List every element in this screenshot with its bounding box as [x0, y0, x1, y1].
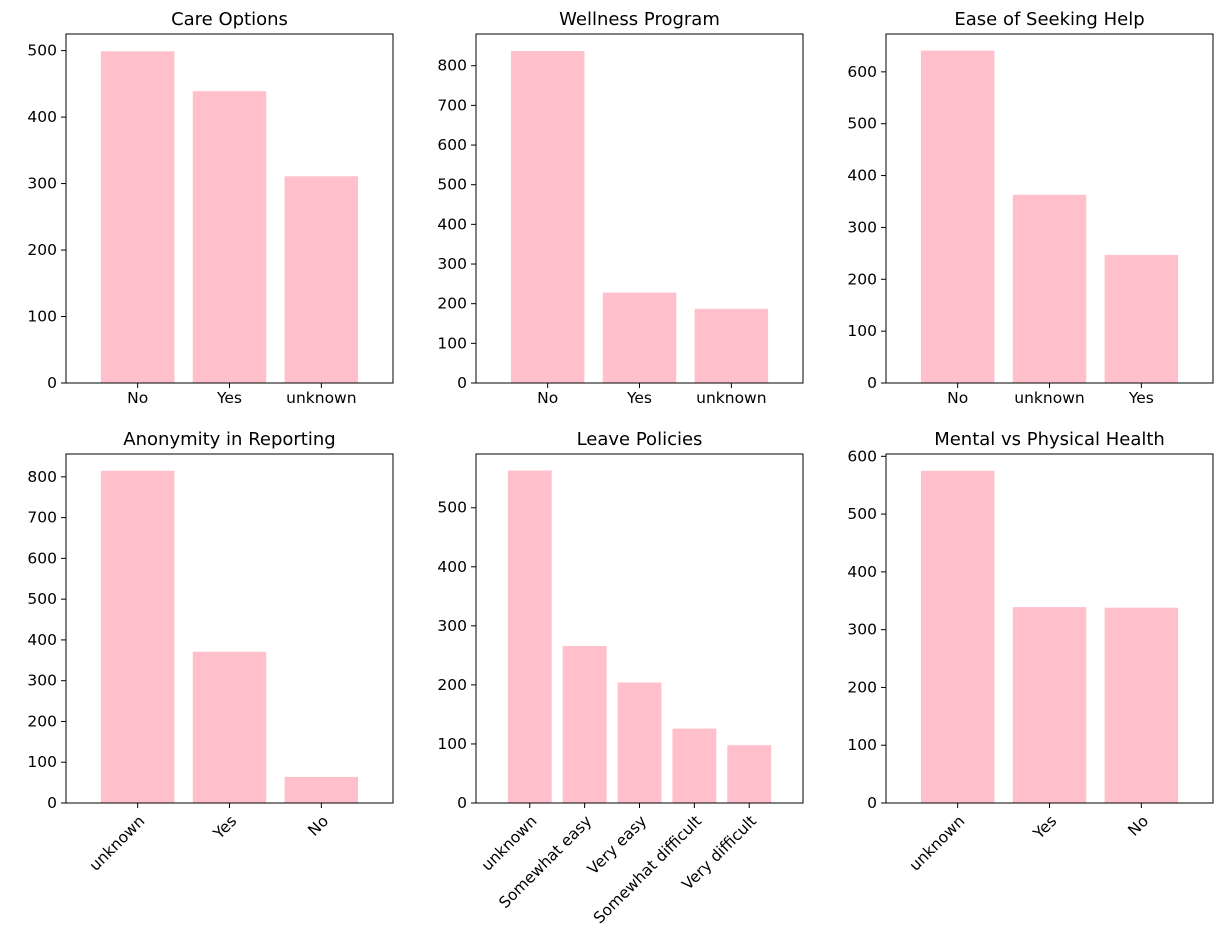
y-tick-label: 400: [27, 631, 57, 649]
y-tick-label: 300: [437, 617, 467, 635]
y-tick-label: 400: [437, 558, 467, 576]
y-tick-label: 400: [847, 563, 877, 581]
y-tick-label: 100: [27, 308, 57, 326]
y-tick-label: 0: [47, 794, 57, 812]
bar: [1012, 607, 1087, 803]
y-tick-label: 0: [47, 374, 57, 392]
y-tick-label: 600: [847, 447, 877, 465]
bar: [1104, 607, 1179, 803]
bar: [510, 51, 585, 384]
y-tick-label: 100: [27, 753, 57, 771]
y-tick-label: 700: [27, 509, 57, 527]
chart-title: Wellness Program: [559, 9, 720, 30]
bar: [507, 470, 552, 803]
y-tick-label: 200: [27, 712, 57, 730]
y-tick-label: 600: [847, 63, 877, 81]
y-tick-label: 300: [27, 175, 57, 193]
y-tick-label: 800: [27, 468, 57, 486]
bar: [100, 470, 175, 803]
bar: [727, 745, 772, 803]
bar: [192, 91, 267, 383]
x-tick-label: No: [537, 389, 558, 407]
y-tick-label: 100: [437, 735, 467, 753]
bar: [672, 728, 717, 803]
bar: [562, 645, 607, 803]
y-tick-label: 100: [847, 322, 877, 340]
y-tick-label: 600: [437, 136, 467, 154]
chart-title: Anonymity in Reporting: [123, 429, 335, 450]
y-tick-label: 500: [437, 499, 467, 517]
chart-title: Care Options: [171, 9, 288, 30]
y-tick-label: 0: [457, 374, 467, 392]
y-tick-label: 200: [437, 295, 467, 313]
chart-title: Mental vs Physical Health: [934, 429, 1165, 450]
chart-panel: Ease of Seeking Help 0 100 200 300 400 500 600 N…: [847, 9, 1214, 407]
bar: [192, 651, 267, 803]
chart-panel: Wellness Program 0 100 200 300 400 500 600 700 80…: [437, 9, 804, 407]
bar: [1012, 194, 1087, 383]
y-tick-label: 500: [27, 590, 57, 608]
y-tick-label: 400: [437, 215, 467, 233]
y-tick-label: 0: [457, 794, 467, 812]
chart-title: Leave Policies: [577, 429, 703, 450]
y-tick-label: 200: [847, 270, 877, 288]
y-tick-label: 700: [437, 96, 467, 114]
bar: [694, 308, 769, 383]
bar: [602, 292, 677, 383]
bar: [1104, 254, 1179, 383]
chart-panel: Care Options 0 100 200 300 400 500 No Yes unknown: [27, 9, 394, 407]
y-tick-label: 200: [27, 241, 57, 259]
chart-title: Ease of Seeking Help: [954, 9, 1144, 30]
y-tick-label: 800: [437, 57, 467, 75]
bar: [920, 50, 995, 383]
y-tick-label: 400: [27, 108, 57, 126]
bar: [920, 470, 995, 803]
y-tick-label: 0: [867, 794, 877, 812]
y-tick-label: 500: [437, 176, 467, 194]
x-tick-label: unknown: [286, 389, 356, 407]
y-tick-label: 500: [27, 42, 57, 60]
y-tick-label: 300: [847, 218, 877, 236]
y-tick-label: 600: [27, 549, 57, 567]
y-tick-label: 500: [847, 115, 877, 133]
y-tick-label: 100: [847, 736, 877, 754]
y-tick-label: 500: [847, 505, 877, 523]
y-tick-label: 200: [847, 678, 877, 696]
y-tick-label: 0: [867, 374, 877, 392]
bar: [284, 776, 359, 803]
y-tick-label: 400: [847, 167, 877, 185]
x-tick-label: unknown: [696, 389, 766, 407]
y-tick-label: 100: [437, 334, 467, 352]
bar: [284, 176, 359, 383]
y-tick-label: 200: [437, 676, 467, 694]
chart-panel: Anonymity in Reporting 0 100 200 300 400 500 60…: [27, 429, 394, 875]
x-tick-label: Yes: [216, 389, 242, 407]
x-tick-label: Yes: [626, 389, 652, 407]
y-tick-label: 300: [437, 255, 467, 273]
x-tick-label: No: [127, 389, 148, 407]
y-tick-label: 300: [27, 672, 57, 690]
x-tick-label: unknown: [1014, 389, 1084, 407]
x-tick-label: No: [947, 389, 968, 407]
bar: [617, 682, 662, 803]
x-tick-label: Yes: [1128, 389, 1154, 407]
bar: [100, 51, 175, 383]
y-tick-label: 300: [847, 621, 877, 639]
